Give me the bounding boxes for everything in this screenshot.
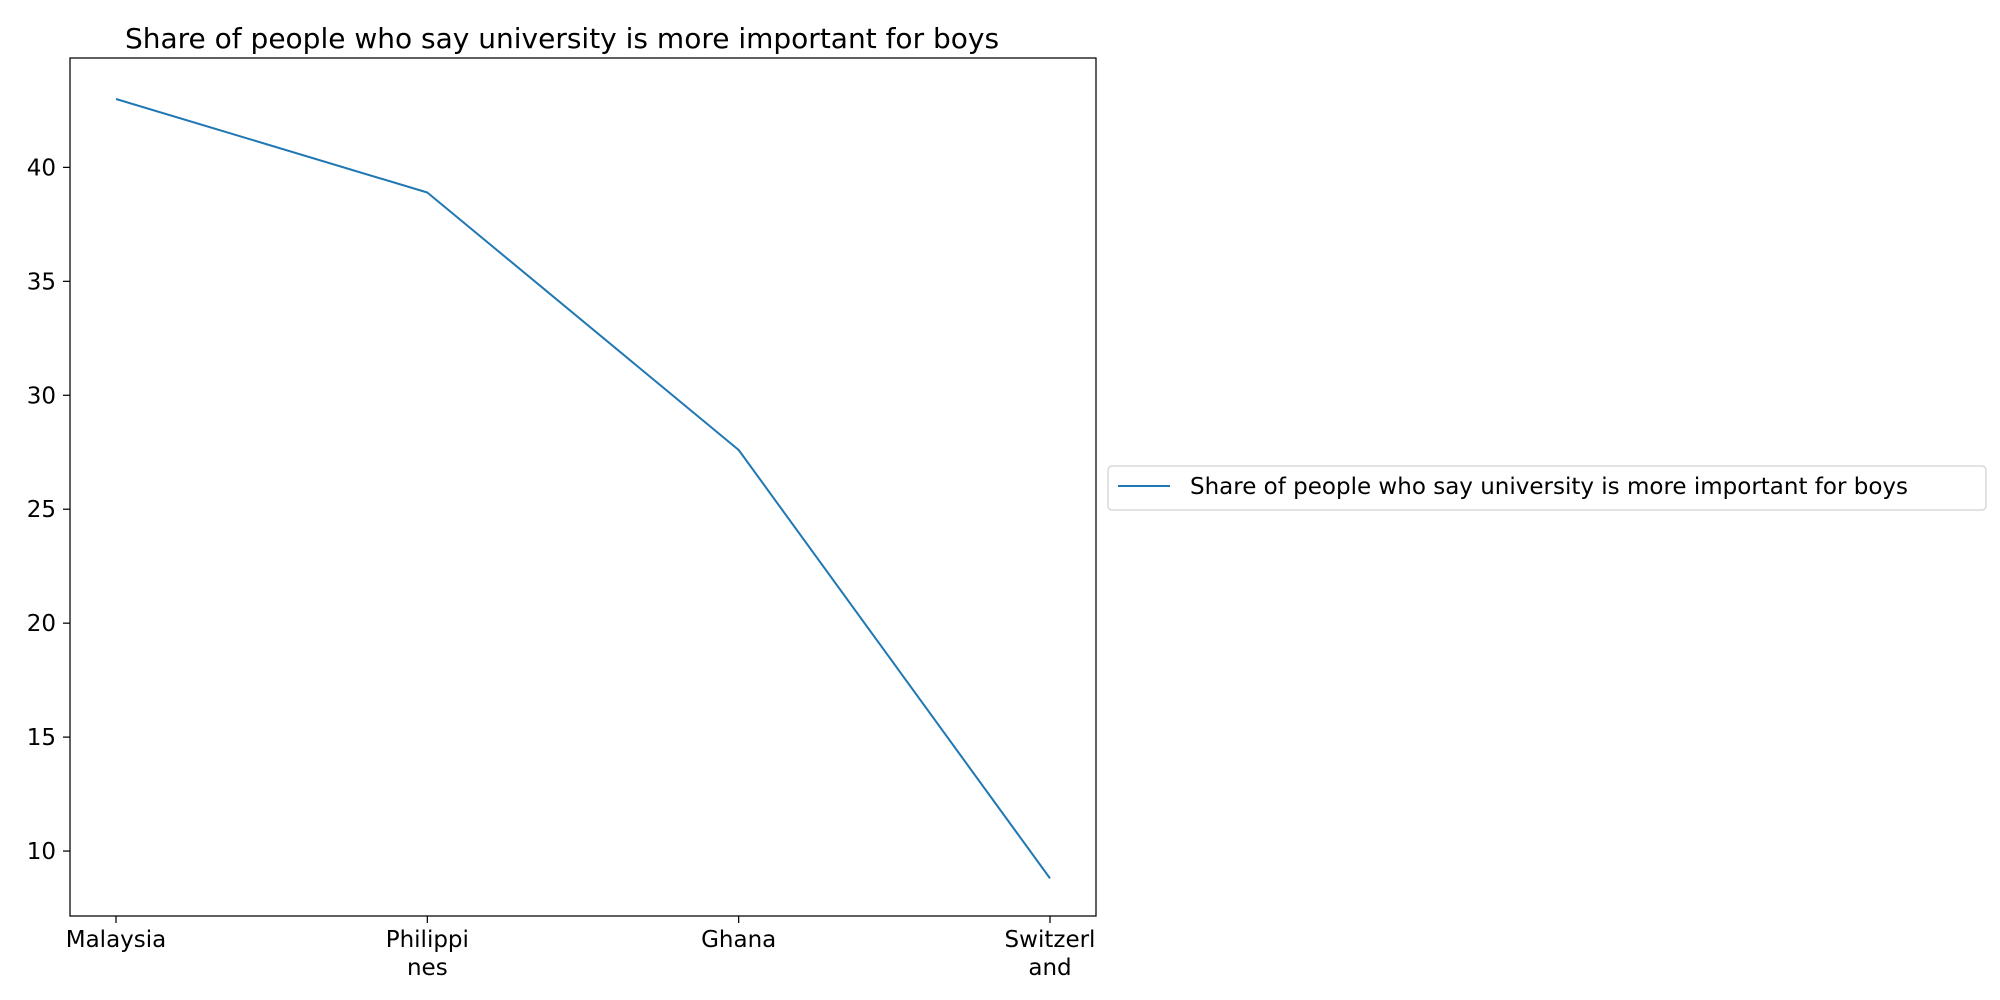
x-tick-label-line: and — [1028, 955, 1071, 981]
y-tick-label: 40 — [27, 155, 56, 181]
x-tick-label-line: Malaysia — [66, 927, 167, 953]
y-tick-label: 15 — [27, 725, 56, 751]
x-tick-label: Ghana — [701, 927, 776, 953]
series-line — [115, 98, 1051, 879]
chart-title: Share of people who say university is mo… — [125, 22, 999, 55]
y-tick-label: 30 — [27, 383, 56, 409]
x-tick-label-line: nes — [407, 955, 448, 981]
x-tick-label: Switzerl and — [1005, 927, 1096, 981]
y-tick-label: 25 — [27, 497, 56, 523]
plot-area — [69, 57, 1097, 917]
y-tick-label: 10 — [27, 839, 56, 865]
y-tick-label: 35 — [27, 269, 56, 295]
legend-box — [1107, 465, 1987, 511]
x-tick-label-line: Switzerl — [1005, 927, 1096, 953]
series-layer — [115, 98, 1051, 879]
legend: Share of people who say university is mo… — [1107, 465, 1987, 511]
x-tick-label: Malaysia — [66, 927, 167, 953]
x-tick-label-line: Ghana — [701, 927, 776, 953]
legend-label: Share of people who say university is mo… — [1190, 474, 1908, 500]
y-tick-label: 20 — [27, 611, 56, 637]
x-axis: Malaysia Philippi nes Ghana Switzerl and — [66, 916, 1096, 981]
x-tick-label: Philippi nes — [386, 927, 469, 981]
x-tick-label-line: Philippi — [386, 927, 469, 953]
y-axis: 10 15 20 25 30 35 40 — [27, 155, 70, 865]
